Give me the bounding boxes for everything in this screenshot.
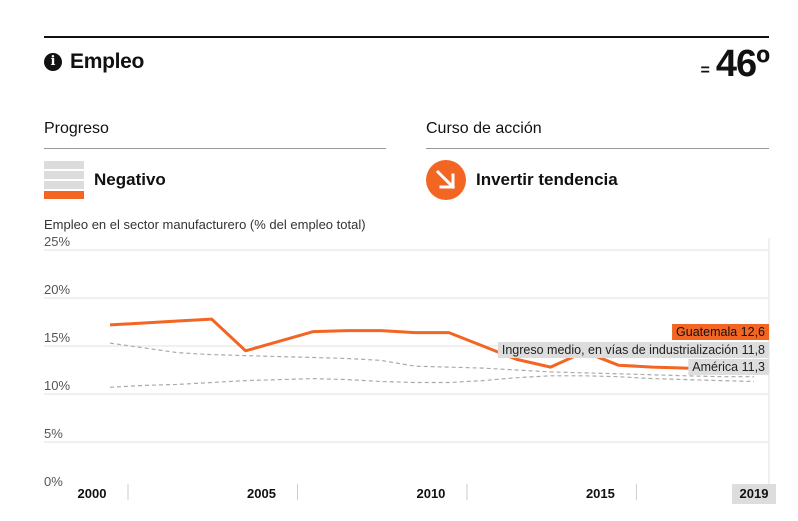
- arrow-down-right-icon: [426, 160, 466, 200]
- action-divider: [426, 148, 769, 149]
- action-value: Invertir tendencia: [476, 170, 618, 189]
- y-tick-label: 20%: [44, 282, 70, 297]
- progress-divider: [44, 148, 386, 149]
- x-tick-highlight: [732, 484, 776, 504]
- progress-bar-segment: [44, 171, 84, 179]
- rank-change-indicator: =: [700, 62, 710, 79]
- progress-value: Negativo: [94, 170, 166, 189]
- employment-line-chart: 0% 5% 10% 15% 20% 25% 2000 2005 2010 2015 2019 Guat…: [44, 236, 776, 504]
- progress-bars-icon: [44, 161, 84, 199]
- series-line-0: [109, 317, 754, 371]
- top-rule: [44, 36, 769, 38]
- series-line-1: [109, 342, 754, 378]
- action-label: Curso de acción: [426, 120, 542, 137]
- series-end-label-bg: [688, 359, 769, 375]
- x-tick-label: 2019: [740, 486, 769, 501]
- series-end-label: América 11,3: [692, 360, 765, 374]
- series-end-label: Ingreso medio, en vías de industrializac…: [502, 343, 765, 357]
- progress-label: Progreso: [44, 120, 109, 137]
- chart-title: Empleo en el sector manufacturero (% del…: [44, 217, 366, 232]
- series-end-label: Guatemala 12,6: [676, 325, 765, 339]
- x-tick-label: 2010: [416, 486, 445, 501]
- series-line-2: [109, 375, 755, 388]
- x-tick-label: 2005: [247, 486, 276, 501]
- x-tick-label: 2000: [78, 486, 107, 501]
- info-icon[interactable]: i: [44, 53, 62, 71]
- rank-display: = 46º: [700, 43, 771, 85]
- progress-bar-segment: [44, 181, 84, 189]
- y-tick-label: 25%: [44, 236, 70, 249]
- series-end-label-bg: [672, 324, 769, 340]
- progress-bar-segment: [44, 191, 84, 199]
- indicator-header: i Empleo: [44, 50, 144, 74]
- y-tick-label: 10%: [44, 378, 70, 393]
- y-tick-label: 0%: [44, 474, 63, 489]
- rank-number: 46º: [715, 43, 770, 85]
- y-tick-label: 15%: [44, 330, 70, 345]
- y-tick-label: 5%: [44, 426, 63, 441]
- series-end-label-bg: [497, 342, 769, 358]
- x-tick-label: 2015: [586, 486, 615, 501]
- indicator-title: Empleo: [70, 50, 145, 73]
- progress-bar-segment: [44, 161, 84, 169]
